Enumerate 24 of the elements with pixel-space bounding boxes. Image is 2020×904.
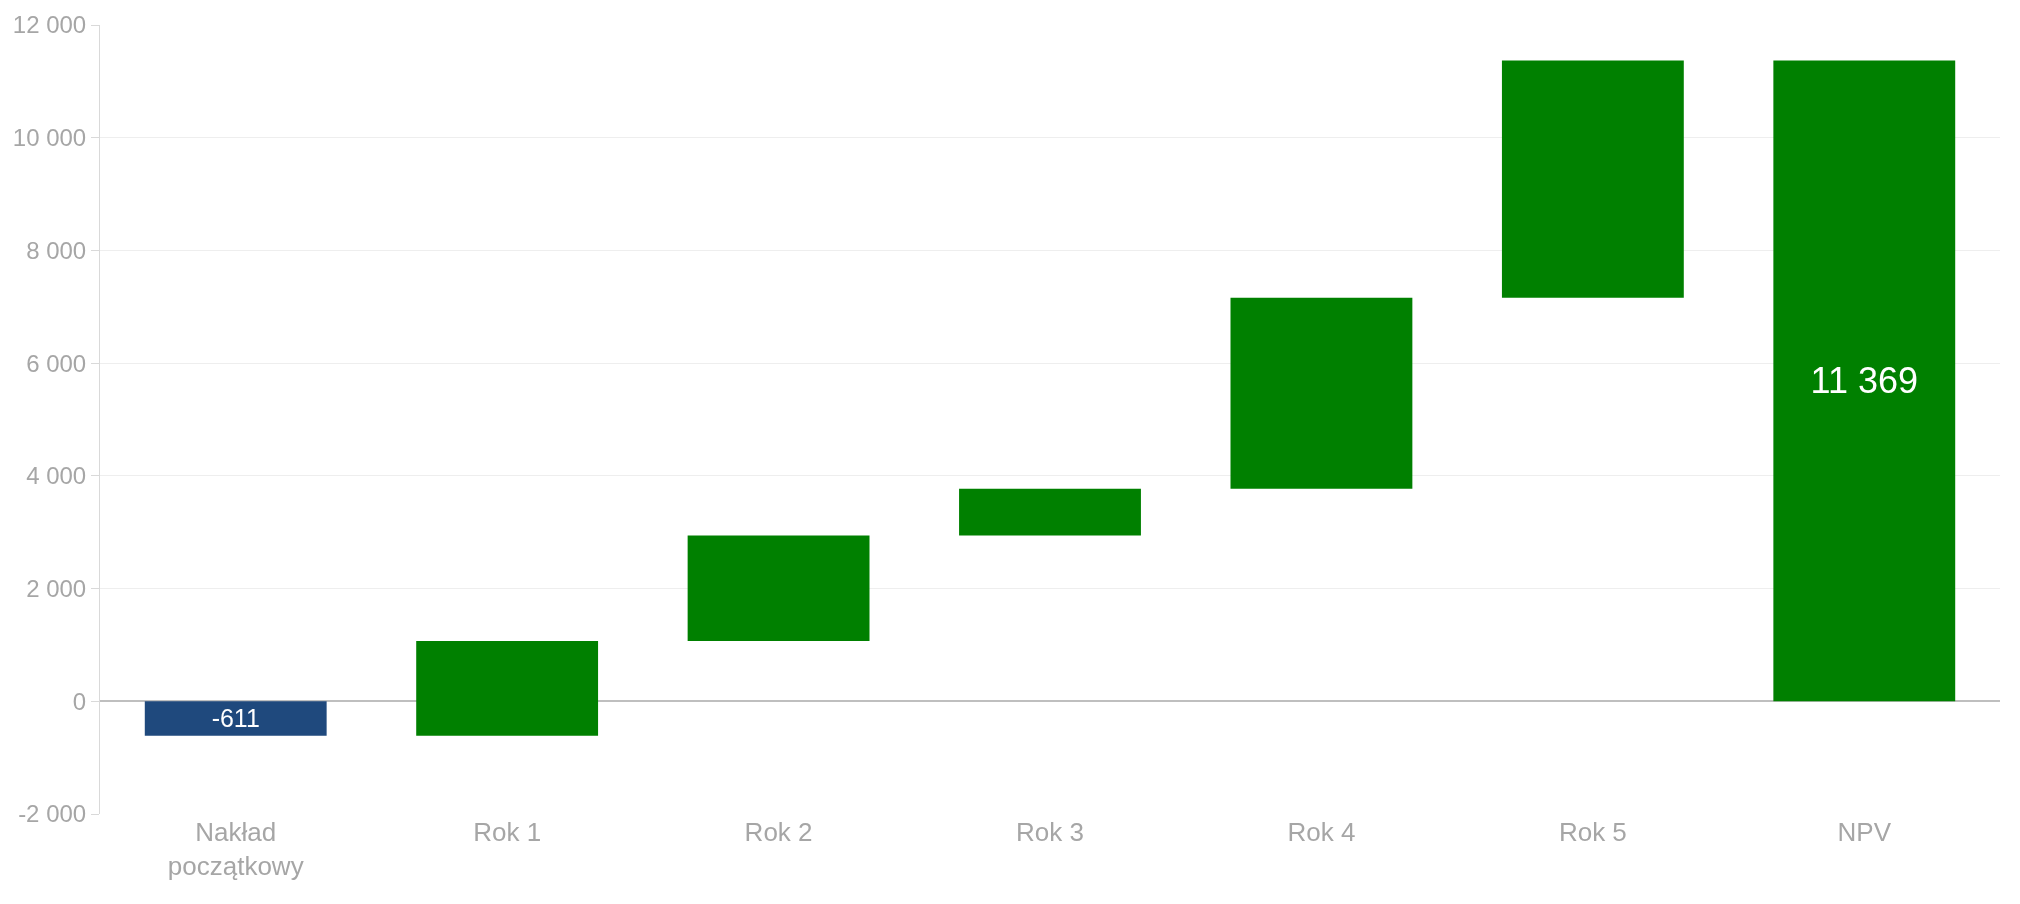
bar [1501, 60, 1684, 298]
bar [416, 640, 599, 736]
x-tick-label: Nakład początkowy [167, 817, 304, 881]
y-tick-label: 8 000 [26, 236, 87, 264]
x-tick-label: NPV [1837, 817, 1892, 847]
x-tick-label: Rok 1 [473, 817, 542, 847]
bar [1230, 297, 1413, 489]
bar [687, 535, 870, 641]
bar [1773, 60, 1956, 702]
x-tick-label: Rok 4 [1287, 817, 1356, 847]
data-label: 11 369 [1810, 360, 1918, 402]
y-tick-label: 4 000 [26, 462, 87, 490]
y-tick-label: -2 000 [18, 800, 87, 828]
data-label: -611 [211, 704, 260, 733]
x-tick-label: Rok 5 [1558, 817, 1627, 847]
x-tick-label: Rok 3 [1016, 817, 1084, 847]
y-tick-label: 2 000 [26, 574, 87, 602]
x-tick-label: Rok 2 [744, 817, 813, 847]
y-tick-label: 12 000 [12, 11, 87, 39]
y-tick-label: 6 000 [26, 349, 87, 377]
bar [959, 488, 1141, 536]
y-tick-label: 10 000 [12, 124, 87, 152]
y-tick-label: 0 [72, 687, 87, 715]
bar [144, 701, 327, 736]
